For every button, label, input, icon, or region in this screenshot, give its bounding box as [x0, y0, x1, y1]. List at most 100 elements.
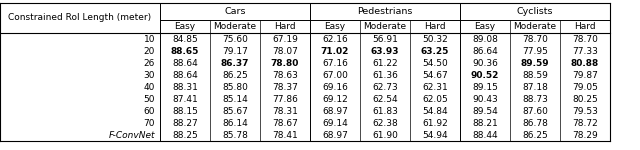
Text: 63.25: 63.25	[421, 46, 449, 56]
Text: 78.70: 78.70	[522, 34, 548, 43]
Text: F-ConvNet: F-ConvNet	[109, 130, 155, 140]
Text: Easy: Easy	[175, 22, 196, 31]
Text: 77.86: 77.86	[272, 94, 298, 103]
Text: 77.33: 77.33	[572, 46, 598, 56]
Text: 89.59: 89.59	[521, 58, 549, 68]
Text: 50: 50	[143, 94, 155, 103]
Text: 85.80: 85.80	[222, 82, 248, 91]
Text: 78.41: 78.41	[272, 130, 298, 140]
Text: 79.53: 79.53	[572, 106, 598, 116]
Text: 26: 26	[143, 58, 155, 68]
Text: 88.65: 88.65	[171, 46, 199, 56]
Text: 90.36: 90.36	[472, 58, 498, 68]
Text: 78.07: 78.07	[272, 46, 298, 56]
Text: 87.60: 87.60	[522, 106, 548, 116]
Text: 88.25: 88.25	[172, 130, 198, 140]
Text: 62.05: 62.05	[422, 94, 448, 103]
Text: 85.14: 85.14	[222, 94, 248, 103]
Text: 88.64: 88.64	[172, 70, 198, 80]
Text: Moderate: Moderate	[213, 22, 257, 31]
Text: 86.14: 86.14	[222, 118, 248, 127]
Text: Pedestrians: Pedestrians	[357, 7, 413, 16]
Text: 88.73: 88.73	[522, 94, 548, 103]
Text: 70: 70	[143, 118, 155, 127]
Text: 88.15: 88.15	[172, 106, 198, 116]
Text: 69.16: 69.16	[322, 82, 348, 91]
Text: 78.67: 78.67	[272, 118, 298, 127]
Text: 30: 30	[143, 70, 155, 80]
Text: 86.37: 86.37	[221, 58, 249, 68]
Text: 62.73: 62.73	[372, 82, 398, 91]
Text: 88.21: 88.21	[472, 118, 498, 127]
Text: Moderate: Moderate	[513, 22, 557, 31]
Text: 78.31: 78.31	[272, 106, 298, 116]
Text: 56.91: 56.91	[372, 34, 398, 43]
Text: 85.78: 85.78	[222, 130, 248, 140]
Text: 61.83: 61.83	[372, 106, 398, 116]
Text: 89.54: 89.54	[472, 106, 498, 116]
Text: 88.44: 88.44	[472, 130, 498, 140]
Text: 60: 60	[143, 106, 155, 116]
Text: 10: 10	[143, 34, 155, 43]
Text: 86.78: 86.78	[522, 118, 548, 127]
Text: 67.16: 67.16	[322, 58, 348, 68]
Text: 78.80: 78.80	[271, 58, 299, 68]
Text: 69.14: 69.14	[322, 118, 348, 127]
Text: Cars: Cars	[224, 7, 246, 16]
Text: 79.17: 79.17	[222, 46, 248, 56]
Text: 63.93: 63.93	[371, 46, 399, 56]
Text: Moderate: Moderate	[364, 22, 406, 31]
Text: 69.12: 69.12	[322, 94, 348, 103]
Text: 50.32: 50.32	[422, 34, 448, 43]
Text: 78.70: 78.70	[572, 34, 598, 43]
Text: 80.25: 80.25	[572, 94, 598, 103]
Text: 61.90: 61.90	[372, 130, 398, 140]
Text: 54.67: 54.67	[422, 70, 448, 80]
Text: 62.16: 62.16	[322, 34, 348, 43]
Text: 88.64: 88.64	[172, 58, 198, 68]
Text: 20: 20	[143, 46, 155, 56]
Text: Hard: Hard	[574, 22, 596, 31]
Text: 54.84: 54.84	[422, 106, 448, 116]
Text: Constrained RoI Length (meter): Constrained RoI Length (meter)	[8, 14, 152, 22]
Text: 68.97: 68.97	[322, 130, 348, 140]
Text: 67.00: 67.00	[322, 70, 348, 80]
Text: 79.87: 79.87	[572, 70, 598, 80]
Text: 67.19: 67.19	[272, 34, 298, 43]
Text: 86.25: 86.25	[522, 130, 548, 140]
Text: 77.95: 77.95	[522, 46, 548, 56]
Text: 80.88: 80.88	[571, 58, 599, 68]
Text: 86.25: 86.25	[222, 70, 248, 80]
Text: 62.31: 62.31	[422, 82, 448, 91]
Text: 40: 40	[143, 82, 155, 91]
Text: 88.27: 88.27	[172, 118, 198, 127]
Text: 86.64: 86.64	[472, 46, 498, 56]
Text: Easy: Easy	[474, 22, 495, 31]
Text: 90.52: 90.52	[471, 70, 499, 80]
Text: 88.59: 88.59	[522, 70, 548, 80]
Text: 89.15: 89.15	[472, 82, 498, 91]
Text: 54.94: 54.94	[422, 130, 448, 140]
Text: 78.37: 78.37	[272, 82, 298, 91]
Text: 87.41: 87.41	[172, 94, 198, 103]
Text: 85.67: 85.67	[222, 106, 248, 116]
Text: 84.85: 84.85	[172, 34, 198, 43]
Text: 78.72: 78.72	[572, 118, 598, 127]
Text: 61.36: 61.36	[372, 70, 398, 80]
Text: 62.38: 62.38	[372, 118, 398, 127]
Text: 88.31: 88.31	[172, 82, 198, 91]
Text: 71.02: 71.02	[321, 46, 349, 56]
Text: 87.18: 87.18	[522, 82, 548, 91]
Text: 68.97: 68.97	[322, 106, 348, 116]
Text: Easy: Easy	[324, 22, 346, 31]
Text: 89.08: 89.08	[472, 34, 498, 43]
Text: 62.54: 62.54	[372, 94, 398, 103]
Text: 61.22: 61.22	[372, 58, 398, 68]
Text: 54.50: 54.50	[422, 58, 448, 68]
Text: 78.63: 78.63	[272, 70, 298, 80]
Text: Hard: Hard	[424, 22, 446, 31]
Text: 78.29: 78.29	[572, 130, 598, 140]
Text: Cyclists: Cyclists	[516, 7, 553, 16]
Text: 61.92: 61.92	[422, 118, 448, 127]
Text: 75.60: 75.60	[222, 34, 248, 43]
